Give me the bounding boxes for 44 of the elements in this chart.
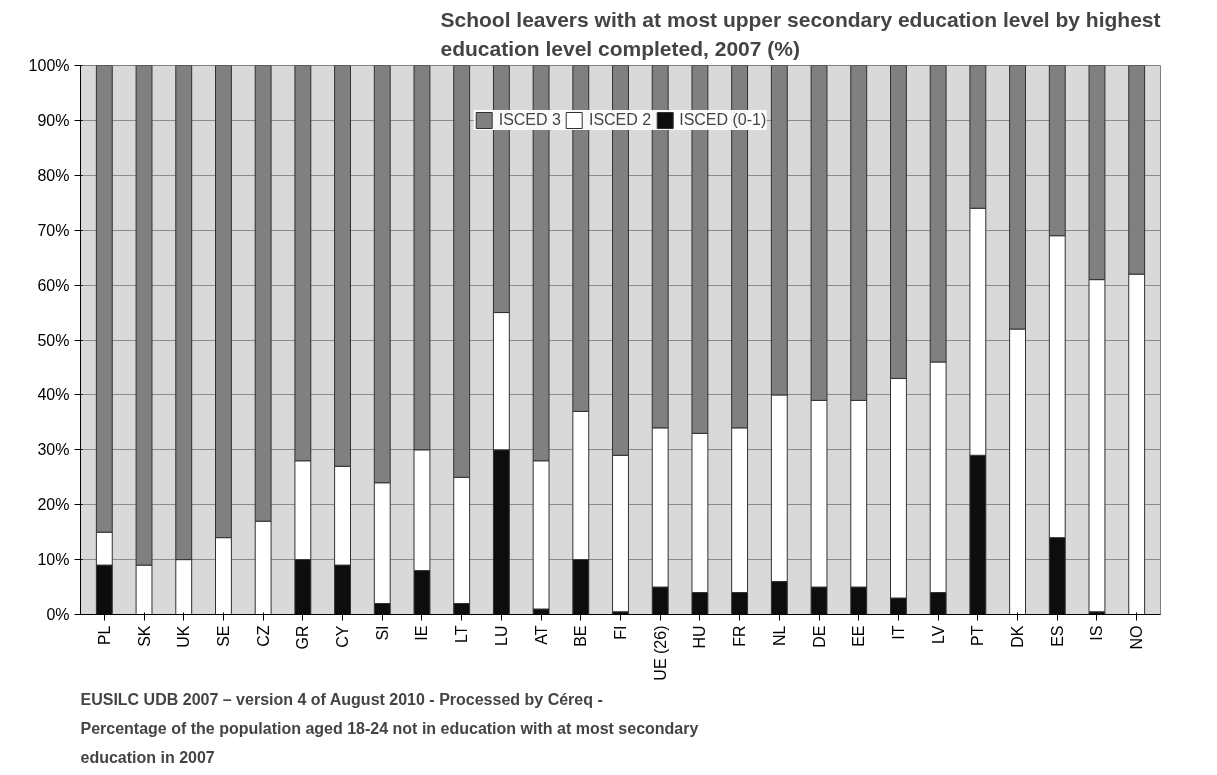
x-tick-label: SI	[373, 625, 391, 641]
legend-label: ISCED 2	[588, 111, 652, 129]
x-tick-label: CZ	[254, 625, 272, 647]
y-tick-label: 60%	[37, 276, 70, 294]
x-tick-label: FI	[612, 625, 629, 640]
y-tick-label: 30%	[37, 441, 70, 459]
x-tick-label: DK	[1009, 625, 1027, 648]
x-tick-label: IS	[1088, 625, 1106, 641]
y-tick-label: 20%	[37, 496, 70, 514]
x-tick-label: PT	[969, 625, 987, 646]
x-tick-label: UE (26)	[651, 625, 669, 681]
x-tick-label: LT	[453, 625, 471, 643]
y-tick-label: 100%	[28, 57, 70, 74]
chart-title: School leavers with at most upper secondary education level by highest education level completed, 2007 (%)	[440, 7, 1161, 61]
x-tick-label: GR	[294, 625, 312, 650]
x-tick-label: SK	[135, 625, 153, 647]
x-tick-label: SE	[214, 625, 232, 647]
x-tick-label: CY	[334, 625, 352, 648]
y-tick-label: 90%	[37, 111, 70, 129]
x-tick-label: LU	[492, 625, 510, 646]
x-tick-label: BE	[572, 625, 590, 647]
y-tick-label: 70%	[37, 221, 70, 239]
x-tick-label: IT	[889, 625, 907, 640]
legend-label: ISCED 3	[498, 111, 561, 129]
y-tick-label: 0%	[46, 606, 70, 623]
x-tick-label: AT	[532, 625, 550, 645]
text: Percentage of the population aged 18-24 not in education with at most secondary education in 2007	[80, 719, 699, 766]
x-tick-label: UK	[175, 625, 193, 648]
x-tick-label: FR	[731, 625, 749, 647]
x-tick-label: NL	[770, 625, 788, 646]
x-tick-label: EE	[850, 625, 868, 647]
x-tick-label: DE	[810, 625, 828, 648]
y-tick-label: 40%	[37, 386, 70, 404]
legend-label: ISCED (0-1)	[679, 111, 767, 129]
y-tick-label: 10%	[37, 551, 70, 569]
x-tick-label: LV	[929, 625, 947, 644]
y-tick-label: 50%	[37, 331, 70, 349]
text: EUSILC UDB 2007 – version 4 of August 2010 - Processed by Céreq -	[80, 690, 603, 708]
x-tick-label: ES	[1048, 625, 1066, 647]
x-tick-label: IE	[413, 625, 431, 641]
y-tick-label: 80%	[37, 166, 70, 184]
x-tick-label: NO	[1128, 625, 1146, 650]
x-tick-label: HU	[691, 625, 709, 649]
x-tick-label: PL	[95, 625, 113, 646]
